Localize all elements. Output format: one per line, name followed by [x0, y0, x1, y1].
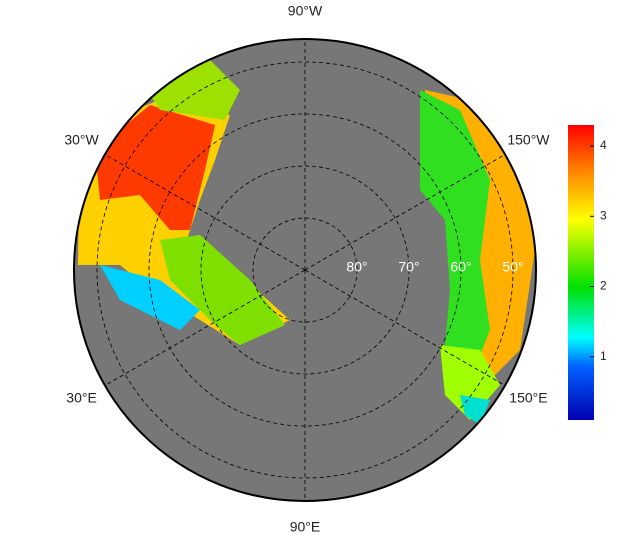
field — [95, 105, 215, 230]
graticule — [96, 39, 514, 501]
field — [100, 265, 200, 330]
meridian — [304, 154, 506, 271]
parallel — [200, 165, 410, 375]
parallel-label: 50° — [502, 259, 523, 275]
colorbar — [568, 125, 594, 420]
meridian — [104, 154, 306, 271]
colorbar-tick-label: 3 — [600, 208, 607, 222]
meridian — [304, 269, 506, 386]
field — [160, 235, 285, 345]
colorbar-tick-label: 2 — [600, 279, 607, 293]
meridian-label: 90°W — [288, 3, 323, 19]
meridian-label: 90°E — [290, 519, 321, 535]
parallel — [96, 61, 514, 479]
meridian-label: 30°E — [66, 390, 97, 406]
meridian-label: 150°W — [507, 132, 550, 148]
meridian-label: 150°E — [509, 390, 547, 406]
colorbar-tick-label: 4 — [600, 138, 607, 152]
field — [420, 90, 490, 380]
parallel-label: 60° — [450, 259, 471, 275]
parallel — [252, 217, 358, 323]
meridian — [104, 269, 306, 386]
colorbar-tick-label: 1 — [600, 349, 607, 363]
parallel — [148, 113, 462, 427]
parallel-label: 80° — [346, 259, 367, 275]
map-border — [73, 38, 537, 502]
parallel-label: 70° — [398, 259, 419, 275]
map-disc — [74, 39, 536, 501]
meridian-label: 30°W — [64, 132, 99, 148]
